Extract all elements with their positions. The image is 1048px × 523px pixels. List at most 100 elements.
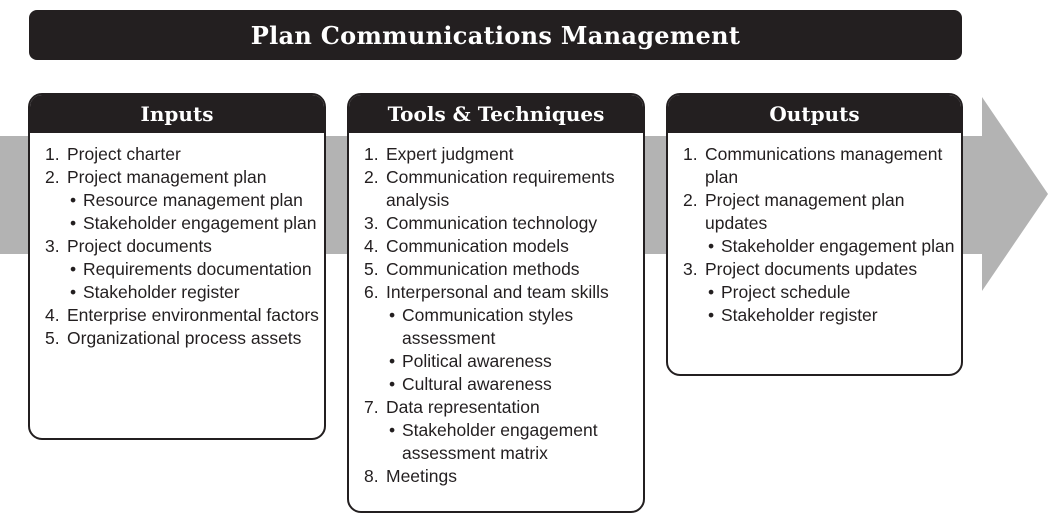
process-title-bar: Plan Communications Management xyxy=(29,10,962,60)
list-item: 4. Communication models xyxy=(349,235,643,258)
item-text: Data representation xyxy=(386,397,540,417)
list-item: 4. Enterprise environmental factors xyxy=(30,304,324,327)
item-text: Communication methods xyxy=(386,259,580,279)
item-text: Enterprise environmental factors xyxy=(67,305,319,325)
list-item: 8. Meetings xyxy=(349,465,643,488)
item-number: 1. xyxy=(683,144,698,164)
item-number: 1. xyxy=(364,144,379,164)
sub-item-text: Cultural awareness xyxy=(402,374,552,394)
list-item: 2. Project management plan updates • Stakeh… xyxy=(668,189,961,258)
bullet-icon: • xyxy=(70,259,77,279)
item-text: Interpersonal and team skills xyxy=(386,282,609,302)
sub-item: • Requirements documentation xyxy=(67,258,320,281)
item-number: 3. xyxy=(364,213,379,233)
item-number: 3. xyxy=(683,259,698,279)
outputs-list: 1. Communications management plan 2. Projec… xyxy=(668,143,961,327)
sub-item-text: Project schedule xyxy=(721,282,851,302)
item-text: Project documents updates xyxy=(705,259,918,279)
item-text: Project charter xyxy=(67,144,181,164)
list-item: 1. Project charter xyxy=(30,143,324,166)
item-number: 8. xyxy=(364,466,379,486)
item-number: 4. xyxy=(364,236,379,256)
item-text: Project management plan updates xyxy=(705,190,905,233)
sub-item: • Stakeholder register xyxy=(67,281,320,304)
list-item: 3. Communication technology xyxy=(349,212,643,235)
sub-item: • Project schedule xyxy=(705,281,957,304)
item-number: 2. xyxy=(45,167,60,187)
item-number: 3. xyxy=(45,236,60,256)
list-item: 1. Expert judgment xyxy=(349,143,643,166)
list-item: 6. Interpersonal and team skills • Communic… xyxy=(349,281,643,396)
sub-list: • Project schedule • Stakeholder register xyxy=(705,281,957,327)
bullet-icon: • xyxy=(70,190,77,210)
list-item: 2. Project management plan • Resource manag… xyxy=(30,166,324,235)
item-number: 4. xyxy=(45,305,60,325)
sub-item: • Political awareness xyxy=(386,350,639,373)
sub-item: • Resource management plan xyxy=(67,189,320,212)
item-text: Communication models xyxy=(386,236,569,256)
item-text: Meetings xyxy=(386,466,458,486)
item-number: 7. xyxy=(364,397,379,417)
sub-item: • Communication styles assessment xyxy=(386,304,639,350)
inputs-list: 1. Project charter 2. Project management pl… xyxy=(30,143,324,350)
bullet-icon: • xyxy=(389,420,396,440)
sub-item-text: Political awareness xyxy=(402,351,552,371)
bullet-icon: • xyxy=(70,213,77,233)
sub-item-text: Stakeholder engagement plan xyxy=(83,213,317,233)
sub-list: • Resource management plan • Stakeholder en… xyxy=(67,189,320,235)
outputs-panel: Outputs 1. Communications management plan… xyxy=(666,93,963,376)
sub-item-text: Stakeholder register xyxy=(83,282,240,302)
sub-item: • Stakeholder engagement plan xyxy=(67,212,320,235)
item-number: 6. xyxy=(364,282,379,302)
sub-item: • Stakeholder engagement assessment matri… xyxy=(386,419,639,465)
bullet-icon: • xyxy=(389,374,396,394)
tools-techniques-panel: Tools & Techniques 1. Expert judgment 2. Co… xyxy=(347,93,645,513)
sub-item: • Cultural awareness xyxy=(386,373,639,396)
list-item: 3. Project documents updates • Project sche… xyxy=(668,258,961,327)
inputs-heading: Inputs xyxy=(30,95,324,133)
tools-techniques-body: 1. Expert judgment 2. Communication require… xyxy=(349,133,643,488)
process-title: Plan Communications Management xyxy=(250,20,741,50)
item-number: 2. xyxy=(364,167,379,187)
tools-techniques-list: 1. Expert judgment 2. Communication require… xyxy=(349,143,643,488)
item-text: Organizational process assets xyxy=(67,328,302,348)
sub-list: • Stakeholder engagement assessment matri… xyxy=(386,419,639,465)
item-text: Project documents xyxy=(67,236,212,256)
bullet-icon: • xyxy=(389,351,396,371)
item-number: 5. xyxy=(364,259,379,279)
sub-item: • Stakeholder register xyxy=(705,304,957,327)
sub-item-text: Requirements documentation xyxy=(83,259,312,279)
list-item: 2. Communication requirements analysis xyxy=(349,166,643,212)
item-text: Communication requirements analysis xyxy=(386,167,615,210)
sub-item-text: Stakeholder register xyxy=(721,305,878,325)
sub-item-text: Stakeholder engagement plan xyxy=(721,236,955,256)
outputs-heading: Outputs xyxy=(668,95,961,133)
list-item: 3. Project documents • Requirements documen… xyxy=(30,235,324,304)
item-text: Communication technology xyxy=(386,213,598,233)
item-number: 1. xyxy=(45,144,60,164)
bullet-icon: • xyxy=(708,305,715,325)
sub-item-text: Stakeholder engagement assessment matrix xyxy=(402,420,598,463)
sub-list: • Requirements documentation • Stakeholder … xyxy=(67,258,320,304)
sub-item-text: Communication styles assessment xyxy=(402,305,574,348)
list-item: 1. Communications management plan xyxy=(668,143,961,189)
bullet-icon: • xyxy=(708,236,715,256)
list-item: 7. Data representation • Stakeholder engage… xyxy=(349,396,643,465)
item-number: 5. xyxy=(45,328,60,348)
sub-item-text: Resource management plan xyxy=(83,190,303,210)
tools-techniques-heading: Tools & Techniques xyxy=(349,95,643,133)
sub-list: • Communication styles assessment • Politic… xyxy=(386,304,639,396)
item-text: Expert judgment xyxy=(386,144,514,164)
item-number: 2. xyxy=(683,190,698,210)
outputs-body: 1. Communications management plan 2. Projec… xyxy=(668,133,961,327)
list-item: 5. Communication methods xyxy=(349,258,643,281)
bullet-icon: • xyxy=(389,305,396,325)
sub-item: • Stakeholder engagement plan xyxy=(705,235,957,258)
item-text: Communications management plan xyxy=(705,144,943,187)
bullet-icon: • xyxy=(708,282,715,302)
inputs-body: 1. Project charter 2. Project management pl… xyxy=(30,133,324,350)
bullet-icon: • xyxy=(70,282,77,302)
inputs-panel: Inputs 1. Project charter 2. Project manage… xyxy=(28,93,326,440)
sub-list: • Stakeholder engagement plan xyxy=(705,235,957,258)
list-item: 5. Organizational process assets xyxy=(30,327,324,350)
